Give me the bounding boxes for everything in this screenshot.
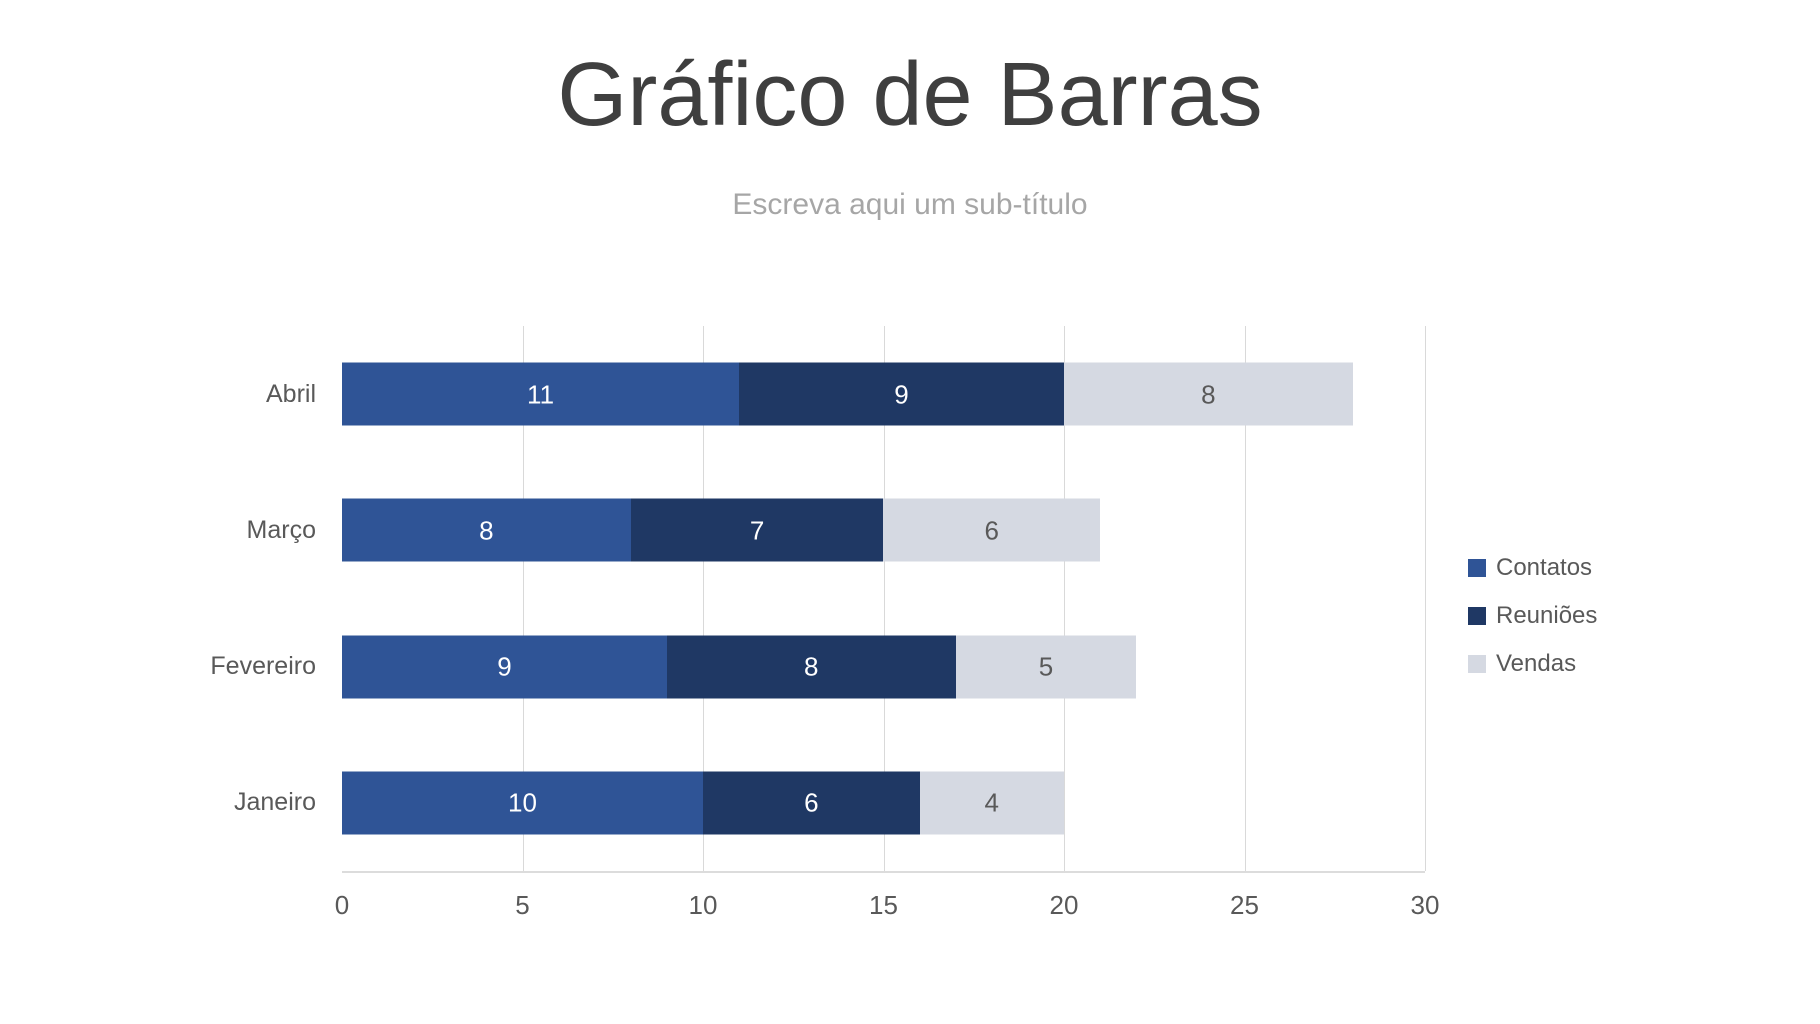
legend-swatch-contatos <box>1468 559 1486 577</box>
bar-segment-vendas: 6 <box>883 498 1101 562</box>
bar-segment-vendas: 8 <box>1063 362 1353 426</box>
legend-label: Reuniões <box>1496 602 1598 629</box>
category-label: Janeiro <box>234 788 316 817</box>
bar-value-label: 4 <box>984 787 1000 818</box>
x-tick-label-25: 25 <box>1230 890 1259 920</box>
x-tick-label-5: 5 <box>515 890 530 920</box>
category-label: Abril <box>265 379 316 408</box>
gridline-x-30 <box>1425 326 1426 871</box>
bar-row-abril: Abril 11 9 8 <box>266 326 1425 462</box>
bar-segment-reunioes: 8 <box>666 635 956 699</box>
bar-row-marco: Março 8 7 6 <box>247 462 1425 598</box>
bar-value-label: 8 <box>1201 379 1216 410</box>
bar-row-fevereiro: Fevereiro 9 8 5 <box>210 599 1425 735</box>
bar-value-label: 5 <box>1038 651 1054 682</box>
bar-value-label: 10 <box>508 787 537 818</box>
bar-value-label: 6 <box>984 515 1000 546</box>
bar-value-label: 9 <box>894 379 909 410</box>
bar-segment-contatos: 9 <box>342 635 667 699</box>
legend-swatch-vendas <box>1468 655 1486 673</box>
bar-segment-reunioes: 9 <box>739 362 1064 426</box>
bar-rows: Abril 11 9 8 Março 8 7 6 Fevereiro 9 8 5 Janeiro 10 6 4 <box>210 326 1425 871</box>
gridline-x-5 <box>522 326 524 871</box>
x-tick-label-30: 30 <box>1410 890 1440 920</box>
category-label: Março <box>246 515 316 544</box>
legend-item-vendas: Vendas <box>1468 649 1597 679</box>
bar-segment-vendas: 5 <box>955 635 1137 699</box>
bar-value-label: 9 <box>497 651 512 682</box>
x-tick-label-20: 20 <box>1049 890 1079 920</box>
bar-value-label: 6 <box>804 787 819 818</box>
x-tick-label-10: 10 <box>688 890 718 920</box>
gridline-x-10 <box>703 326 704 871</box>
legend-item-contatos: Contatos <box>1468 553 1597 583</box>
legend-item-reunioes: Reuniões <box>1468 601 1597 631</box>
bar-segment-reunioes: 6 <box>703 771 920 835</box>
legend: Contatos Reuniões Vendas <box>1468 553 1597 697</box>
bar-value-label: 11 <box>527 379 555 410</box>
bar-value-label: 7 <box>749 515 765 546</box>
bar-segment-reunioes: 7 <box>630 498 884 562</box>
bar-segment-contatos: 8 <box>342 498 631 562</box>
gridline-x-15 <box>883 326 885 871</box>
bar-row-janeiro: Janeiro 10 6 4 <box>234 735 1425 871</box>
category-label: Fevereiro <box>210 652 316 681</box>
bar-value-label: 8 <box>804 651 819 682</box>
bar-segment-contatos: 11 <box>342 362 740 426</box>
bar-value-label: 8 <box>479 515 494 546</box>
legend-swatch-reunioes <box>1468 607 1486 625</box>
gridline-x-20 <box>1064 326 1065 871</box>
x-axis-labels: 0 5 10 15 20 25 30 <box>335 890 1440 926</box>
stacked-bar-janeiro: 10 6 4 <box>342 771 1425 835</box>
stacked-bar-marco: 8 7 6 <box>342 498 1425 562</box>
x-tick-label-0: 0 <box>334 890 350 920</box>
legend-label: Vendas <box>1496 650 1577 677</box>
bar-segment-contatos: 10 <box>342 771 703 835</box>
x-tick-label-15: 15 <box>869 890 898 920</box>
stacked-bar-fevereiro: 9 8 5 <box>342 635 1425 699</box>
chart-title: Gráfico de Barras <box>557 45 1263 145</box>
legend-label: Contatos <box>1496 554 1593 581</box>
stacked-bar-abril: 11 9 8 <box>342 362 1425 426</box>
bar-segment-vendas: 4 <box>919 771 1064 835</box>
chart-subtitle: Escreva aqui um sub-título <box>732 188 1088 221</box>
gridline-x-25 <box>1244 326 1246 871</box>
plot-area: Abril 11 9 8 Março 8 7 6 Fevereiro 9 8 5 Janeiro 10 6 4 <box>210 326 1426 873</box>
